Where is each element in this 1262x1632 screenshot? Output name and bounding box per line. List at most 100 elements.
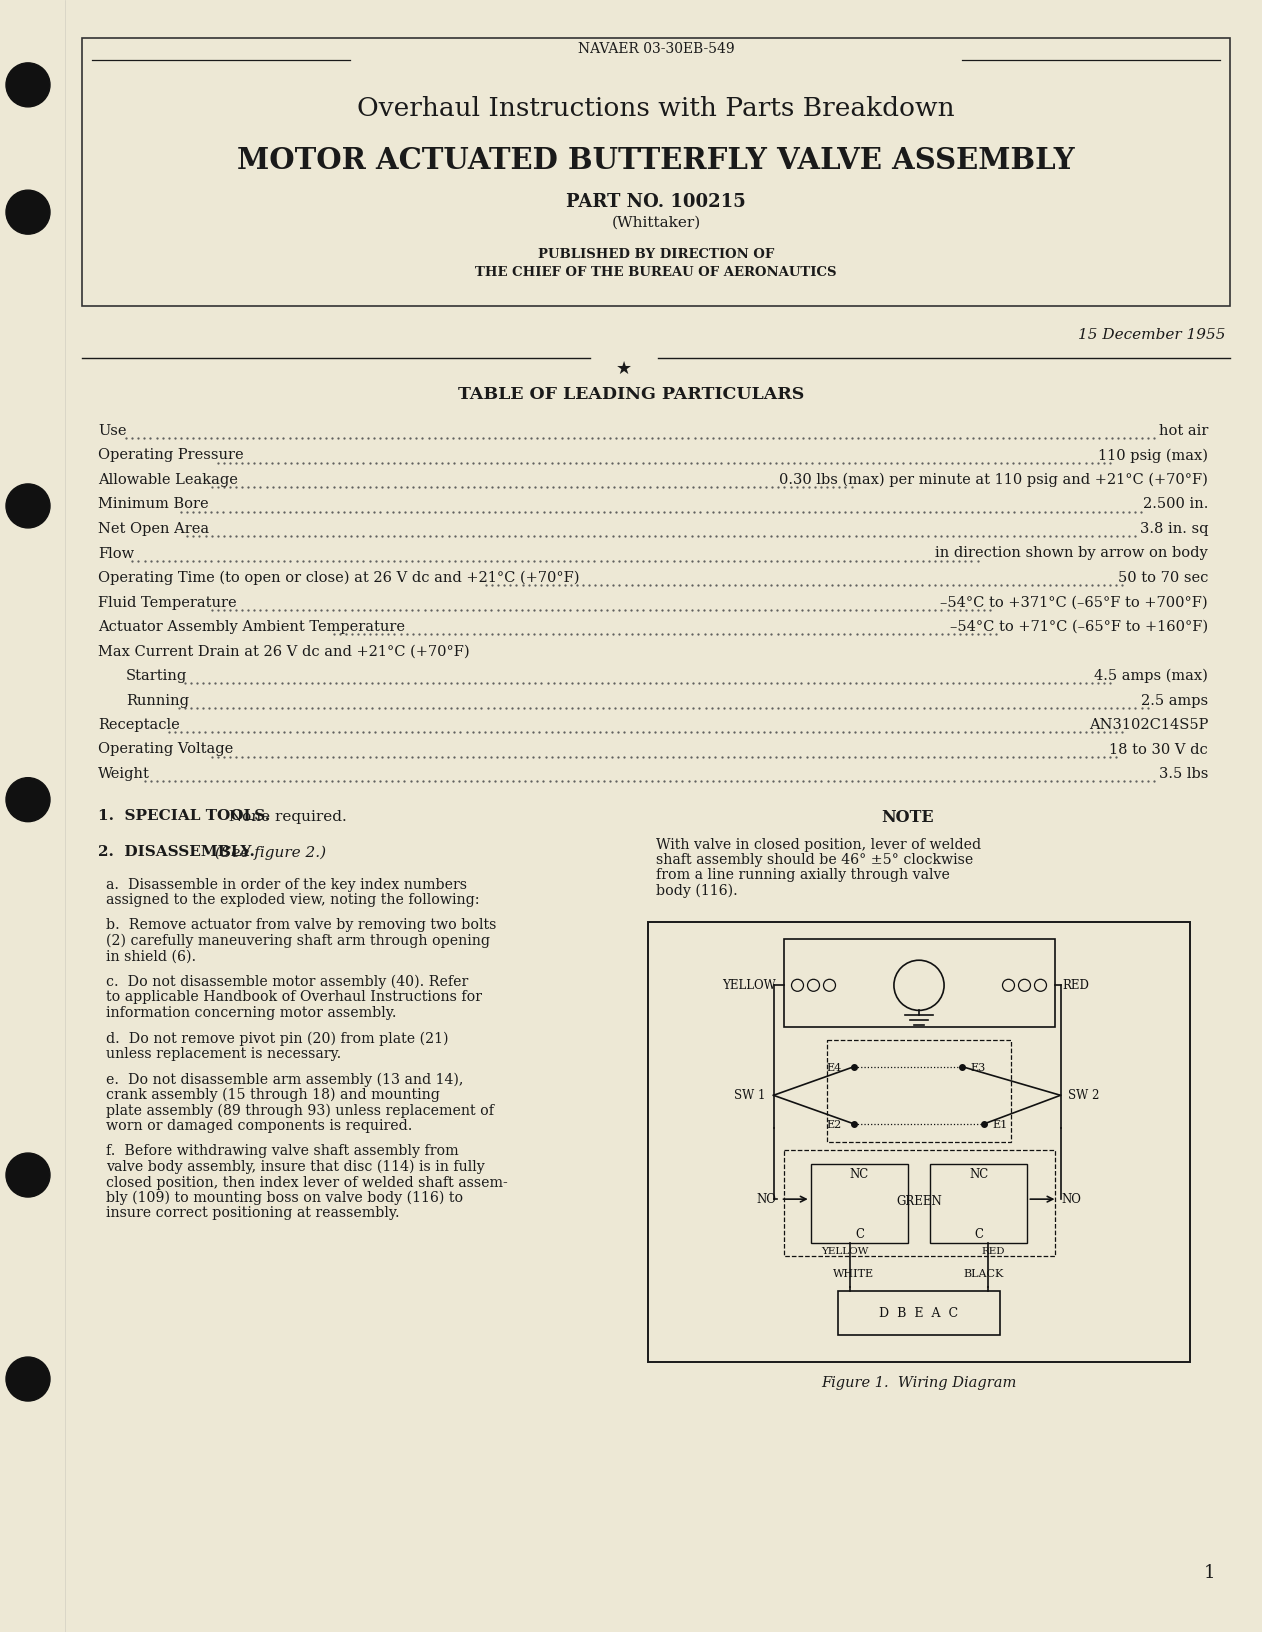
Text: GREEN: GREEN [896, 1195, 941, 1208]
Text: bly (109) to mounting boss on valve body (116) to: bly (109) to mounting boss on valve body… [106, 1191, 463, 1206]
Text: 3.8 in. sq: 3.8 in. sq [1140, 522, 1208, 535]
Text: With valve in closed position, lever of welded: With valve in closed position, lever of … [656, 837, 981, 852]
Text: C: C [854, 1227, 864, 1240]
Text: 2.  DISASSEMBLY.: 2. DISASSEMBLY. [98, 845, 255, 860]
Text: unless replacement is necessary.: unless replacement is necessary. [106, 1048, 341, 1061]
Text: b.  Remove actuator from valve by removing two bolts: b. Remove actuator from valve by removin… [106, 919, 496, 932]
Text: 0.30 lbs (max) per minute at 110 psig and +21°C (+70°F): 0.30 lbs (max) per minute at 110 psig an… [779, 473, 1208, 488]
Text: THE CHIEF OF THE BUREAU OF AERONAUTICS: THE CHIEF OF THE BUREAU OF AERONAUTICS [476, 266, 837, 279]
Text: 3.5 lbs: 3.5 lbs [1159, 767, 1208, 782]
Text: Operating Voltage: Operating Voltage [98, 743, 233, 757]
Bar [784, 1151, 1055, 1257]
Text: BLACK: BLACK [964, 1270, 1005, 1279]
Text: (Whittaker): (Whittaker) [611, 215, 700, 230]
Text: f.  Before withdrawing valve shaft assembly from: f. Before withdrawing valve shaft assemb… [106, 1144, 458, 1159]
Text: –54°C to +71°C (–65°F to +160°F): –54°C to +71°C (–65°F to +160°F) [950, 620, 1208, 633]
Text: TABLE OF LEADING PARTICULARS: TABLE OF LEADING PARTICULARS [458, 387, 804, 403]
Text: NC: NC [849, 1169, 870, 1182]
Text: assigned to the exploded view, noting the following:: assigned to the exploded view, noting th… [106, 893, 480, 907]
Bar [82, 38, 1230, 307]
Circle shape [6, 1358, 50, 1400]
Text: E3: E3 [970, 1062, 986, 1072]
Circle shape [6, 485, 50, 527]
Circle shape [6, 778, 50, 821]
Text: Allowable Leakage: Allowable Leakage [98, 473, 237, 486]
Text: shaft assembly should be 46° ±5° clockwise: shaft assembly should be 46° ±5° clockwi… [656, 854, 973, 867]
Text: ★: ★ [616, 361, 632, 379]
Text: PUBLISHED BY DIRECTION OF: PUBLISHED BY DIRECTION OF [538, 248, 774, 261]
Text: crank assembly (15 through 18) and mounting: crank assembly (15 through 18) and mount… [106, 1089, 440, 1102]
Text: C: C [974, 1227, 983, 1240]
Text: 1.  SPECIAL TOOLS.: 1. SPECIAL TOOLS. [98, 809, 270, 824]
Bar [827, 1040, 1011, 1141]
Text: Operating Pressure: Operating Pressure [98, 449, 244, 462]
Text: 1: 1 [1204, 1563, 1215, 1581]
Text: insure correct positioning at reassembly.: insure correct positioning at reassembly… [106, 1206, 400, 1221]
Text: c.  Do not disassemble motor assembly (40). Refer: c. Do not disassemble motor assembly (40… [106, 974, 468, 989]
Text: RED: RED [1063, 979, 1089, 992]
Text: in shield (6).: in shield (6). [106, 950, 196, 963]
Text: NC: NC [969, 1169, 988, 1182]
Bar [930, 1164, 1027, 1242]
Text: –54°C to +371°C (–65°F to +700°F): –54°C to +371°C (–65°F to +700°F) [940, 596, 1208, 609]
Text: 2.5 amps: 2.5 amps [1141, 694, 1208, 708]
Text: in direction shown by arrow on body: in direction shown by arrow on body [935, 547, 1208, 560]
Text: (See figure 2.): (See figure 2.) [209, 845, 326, 860]
Text: (2) carefully maneuvering shaft arm through opening: (2) carefully maneuvering shaft arm thro… [106, 934, 490, 948]
Text: valve body assembly, insure that disc (114) is in fully: valve body assembly, insure that disc (1… [106, 1160, 485, 1175]
Text: a.  Disassemble in order of the key index numbers: a. Disassemble in order of the key index… [106, 878, 467, 891]
Text: Minimum Bore: Minimum Bore [98, 498, 208, 511]
Text: closed position, then index lever of welded shaft assem-: closed position, then index lever of wel… [106, 1175, 507, 1190]
Text: 18 to 30 V dc: 18 to 30 V dc [1109, 743, 1208, 757]
Text: Net Open Area: Net Open Area [98, 522, 209, 535]
Text: Figure 1.  Wiring Diagram: Figure 1. Wiring Diagram [822, 1376, 1017, 1389]
Text: 110 psig (max): 110 psig (max) [1098, 449, 1208, 463]
Text: 50 to 70 sec: 50 to 70 sec [1118, 571, 1208, 584]
Text: NOTE: NOTE [882, 809, 934, 826]
Text: to applicable Handbook of Overhaul Instructions for: to applicable Handbook of Overhaul Instr… [106, 991, 482, 1005]
Text: Overhaul Instructions with Parts Breakdown: Overhaul Instructions with Parts Breakdo… [357, 96, 955, 121]
Text: MOTOR ACTUATED BUTTERFLY VALVE ASSEMBLY: MOTOR ACTUATED BUTTERFLY VALVE ASSEMBLY [237, 145, 1075, 175]
Text: NAVAER 03-30EB-549: NAVAER 03-30EB-549 [578, 42, 734, 55]
Bar [784, 938, 1055, 1027]
Text: None required.: None required. [223, 809, 347, 824]
Text: information concerning motor assembly.: information concerning motor assembly. [106, 1005, 396, 1020]
Bar [810, 1164, 909, 1242]
Text: SW 2: SW 2 [1069, 1089, 1100, 1102]
Text: body (116).: body (116). [656, 885, 738, 898]
Text: Use: Use [98, 424, 126, 437]
Circle shape [6, 191, 50, 233]
Text: SW 1: SW 1 [734, 1089, 766, 1102]
Text: 2.500 in.: 2.500 in. [1142, 498, 1208, 511]
Text: PART NO. 100215: PART NO. 100215 [567, 193, 746, 211]
Text: 4.5 amps (max): 4.5 amps (max) [1094, 669, 1208, 684]
Text: from a line running axially through valve: from a line running axially through valv… [656, 868, 950, 883]
Text: plate assembly (89 through 93) unless replacement of: plate assembly (89 through 93) unless re… [106, 1103, 493, 1118]
Text: d.  Do not remove pivot pin (20) from plate (21): d. Do not remove pivot pin (20) from pla… [106, 1031, 448, 1046]
Bar [838, 1291, 1001, 1335]
Text: E4: E4 [827, 1062, 842, 1072]
Circle shape [6, 64, 50, 106]
Text: E1: E1 [992, 1120, 1007, 1129]
Text: Flow: Flow [98, 547, 134, 560]
Text: Operating Time (to open or close) at 26 V dc and +21°C (+70°F): Operating Time (to open or close) at 26 … [98, 571, 579, 586]
Text: Receptacle: Receptacle [98, 718, 179, 733]
Text: Actuator Assembly Ambient Temperature: Actuator Assembly Ambient Temperature [98, 620, 405, 633]
Text: e.  Do not disassemble arm assembly (13 and 14),: e. Do not disassemble arm assembly (13 a… [106, 1072, 463, 1087]
Text: NO: NO [757, 1193, 776, 1206]
Text: RED: RED [982, 1247, 1005, 1255]
Text: worn or damaged components is required.: worn or damaged components is required. [106, 1120, 413, 1133]
Text: WHITE: WHITE [833, 1270, 875, 1279]
Text: YELLOW: YELLOW [722, 979, 776, 992]
Text: hot air: hot air [1159, 424, 1208, 437]
Text: Max Current Drain at 26 V dc and +21°C (+70°F): Max Current Drain at 26 V dc and +21°C (… [98, 645, 469, 658]
Text: 15 December 1955: 15 December 1955 [1078, 328, 1225, 343]
Text: Fluid Temperature: Fluid Temperature [98, 596, 237, 609]
Circle shape [6, 1154, 50, 1196]
Text: D  B  E  A  C: D B E A C [880, 1307, 959, 1320]
Text: E2: E2 [827, 1120, 842, 1129]
Text: AN3102C14S5P: AN3102C14S5P [1089, 718, 1208, 733]
Text: Weight: Weight [98, 767, 150, 782]
Text: Starting: Starting [126, 669, 187, 684]
Text: NO: NO [1061, 1193, 1082, 1206]
